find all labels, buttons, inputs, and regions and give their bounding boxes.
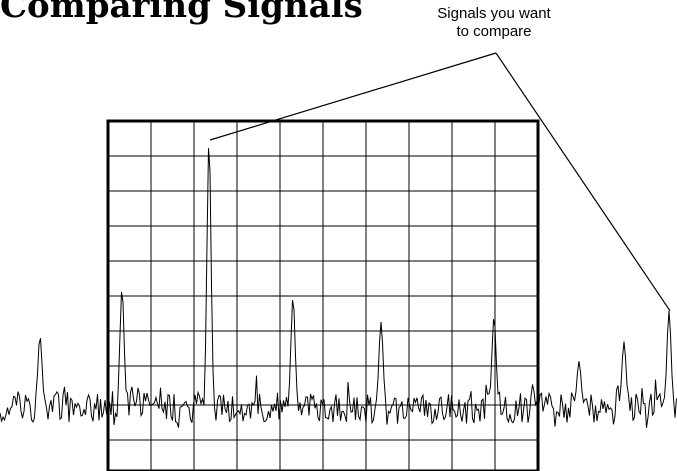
callout-line-2: to compare <box>456 23 532 40</box>
spectrum-trace <box>0 148 677 428</box>
callout-leader-line <box>495 52 671 312</box>
callout-leader-line <box>209 52 497 141</box>
callout-label: Signals you want to compare <box>408 5 580 41</box>
callout-leader-lines <box>209 52 671 312</box>
callout-line-1: Signals you want <box>437 5 551 22</box>
page-heading: Comparing Signals <box>0 0 363 26</box>
